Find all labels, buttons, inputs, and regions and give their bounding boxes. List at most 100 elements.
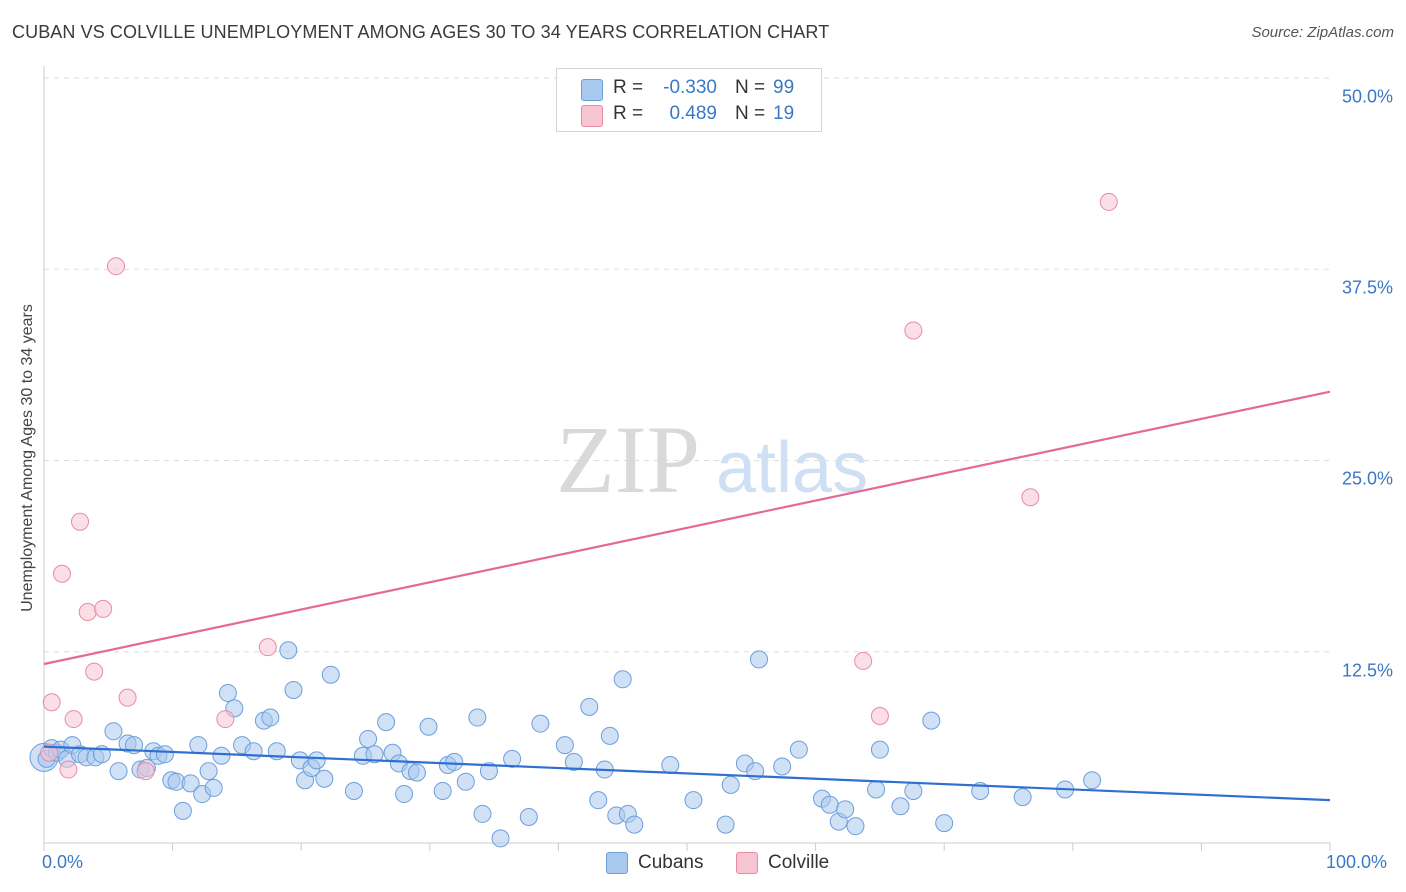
cubans-point: [1013, 788, 1032, 807]
cubans-point: [344, 781, 363, 800]
legend-row-colville: R = 0.489 N = 19: [557, 103, 821, 127]
cubans-point: [359, 729, 378, 748]
cubans-point: [365, 745, 384, 764]
colville-points: [40, 192, 1118, 781]
cubans-point: [789, 740, 808, 759]
cubans-swatch: [581, 79, 603, 101]
colville-point: [59, 760, 78, 779]
x-tick-label: 100.0%: [1326, 852, 1388, 872]
cubans-point: [433, 781, 452, 800]
colville-point: [258, 638, 277, 657]
colville-point: [53, 564, 72, 583]
cubans-point: [600, 726, 619, 745]
y-tick-label: 25.0%: [1341, 468, 1393, 489]
colville-point: [85, 662, 104, 681]
cubans-point: [846, 817, 865, 836]
r-value: -0.330: [663, 77, 717, 98]
colville-point: [1099, 192, 1118, 211]
n-value: 99: [773, 77, 795, 98]
cubans-point: [244, 742, 263, 761]
colville-point: [94, 599, 113, 618]
cubans-swatch: [606, 852, 628, 874]
cubans-point: [473, 804, 492, 823]
source-label: Source: ZipAtlas.com: [1251, 24, 1394, 41]
cubans-point: [321, 665, 340, 684]
colville-point: [40, 743, 59, 762]
chart-title: CUBAN VS COLVILLE UNEMPLOYMENT AMONG AGE…: [12, 22, 830, 42]
cubans-point: [261, 708, 280, 727]
x-tick-label: 0.0%: [42, 852, 84, 872]
r-value: 0.489: [669, 103, 717, 124]
cubans-point: [181, 774, 200, 793]
cubans-point: [109, 762, 128, 781]
n-label: N =: [735, 103, 766, 124]
cubans-point: [377, 713, 396, 732]
cubans-point: [491, 829, 510, 848]
colville-point: [118, 688, 137, 707]
cubans-point: [836, 800, 855, 819]
cubans-point: [204, 778, 223, 797]
n-label: N =: [735, 77, 766, 98]
y-tick-label: 50.0%: [1341, 86, 1393, 107]
cubans-point: [870, 740, 889, 759]
cubans-point: [307, 751, 326, 770]
legend-label-cubans: Cubans: [638, 852, 704, 873]
cubans-point: [199, 762, 218, 781]
colville-point: [854, 651, 873, 670]
cubans-point: [820, 795, 839, 814]
cubans-point: [721, 775, 740, 794]
colville-point: [216, 710, 235, 729]
cubans-point: [315, 769, 334, 788]
cubans-point: [479, 762, 498, 781]
y-axis-label: Unemployment Among Ages 30 to 34 years: [19, 304, 36, 612]
cubans-point: [218, 684, 237, 703]
colville-swatch: [736, 852, 758, 874]
colville-point: [1021, 488, 1040, 507]
cubans-point: [212, 746, 231, 765]
cubans-point: [589, 791, 608, 810]
cubans-point: [445, 752, 464, 771]
cubans-point: [555, 736, 574, 755]
watermark-zip: ZIP: [556, 406, 700, 513]
colville-point: [904, 321, 923, 340]
legend-label-colville: Colville: [768, 852, 830, 873]
cubans-point: [750, 650, 769, 669]
cubans-point: [1083, 771, 1102, 790]
cubans-points: [29, 641, 1102, 848]
cubans-point: [867, 780, 886, 799]
cubans-point: [456, 772, 475, 791]
cubans-point: [503, 749, 522, 768]
cubans-point: [564, 752, 583, 771]
watermark-atlas: atlas: [716, 428, 868, 508]
cubans-point: [279, 641, 298, 660]
legend: R = -0.330 N = 99 R = 0.489 N = 19: [556, 68, 822, 132]
cubans-point: [684, 791, 703, 810]
cubans-point: [395, 785, 414, 804]
cubans-point: [891, 797, 910, 816]
trend-lines: [43, 390, 1331, 802]
colville-swatch: [581, 105, 603, 127]
legend-row-cubans: R = -0.330 N = 99: [557, 77, 821, 101]
cubans-trend-line: [43, 745, 1331, 802]
cubans-point: [531, 714, 550, 733]
cubans-point: [189, 736, 208, 755]
cubans-point: [284, 681, 303, 699]
cubans-point: [580, 697, 599, 716]
y-tick-label: 12.5%: [1341, 660, 1393, 681]
cubans-point: [935, 814, 954, 833]
cubans-point: [519, 807, 538, 826]
cubans-point: [173, 801, 192, 820]
colville-point: [42, 693, 61, 712]
cubans-point: [922, 711, 941, 730]
colville-point: [78, 602, 97, 621]
colville-point: [136, 762, 155, 781]
colville-point: [870, 707, 889, 726]
colville-point: [107, 257, 126, 276]
n-value: 19: [773, 103, 795, 124]
cubans-point: [773, 757, 792, 776]
colville-trend-line: [43, 390, 1331, 666]
cubans-point: [155, 745, 174, 764]
cubans-point: [625, 815, 644, 834]
r-label: R =: [613, 103, 644, 124]
